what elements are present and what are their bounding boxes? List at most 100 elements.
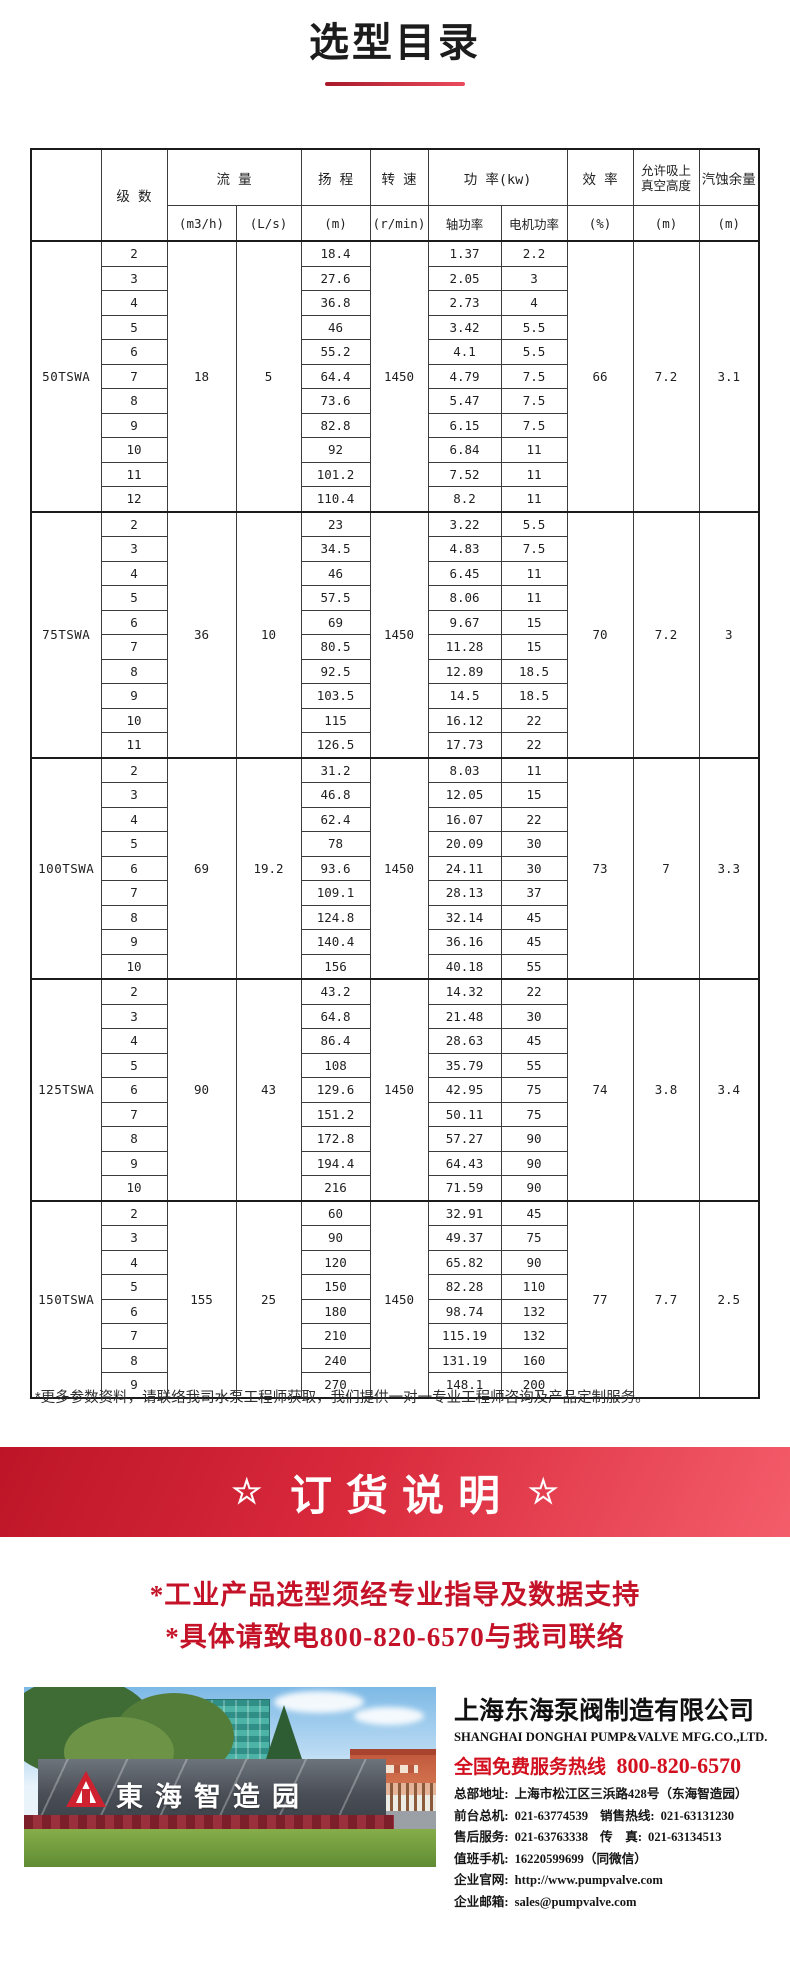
head-cell: 270 [300, 1372, 371, 1398]
order-slogans: *工业产品选型须经专业指导及数据支持 *具体请致电800-820-6570与我司… [0, 1574, 790, 1658]
shaft-power-cell: 16.07 [427, 806, 502, 832]
flower-hedge [24, 1815, 394, 1833]
motor-power-cell: 160 [500, 1347, 568, 1373]
table-row: 5 57.5 8.06 11 [31, 585, 759, 611]
flow-ls-cell: 5 [235, 240, 302, 512]
stages-cell: 4 [100, 290, 168, 316]
lawn [24, 1829, 436, 1867]
speed-cell: 1450 [369, 240, 429, 512]
stages-cell: 9 [100, 929, 168, 955]
contact-label: 总部地址: [454, 1787, 509, 1801]
shaft-power-cell: 35.79 [427, 1052, 502, 1078]
head-cell: 101.2 [300, 461, 371, 487]
head-cell: 103.5 [300, 683, 371, 709]
table-row: 7 109.1 28.13 37 [31, 880, 759, 906]
table-row: 7 80.5 11.28 15 [31, 634, 759, 660]
flow-m3h-cell: 90 [166, 978, 237, 1201]
motor-power-cell: 7.5 [500, 536, 568, 562]
motor-power-cell: 11 [500, 437, 568, 463]
contact-label: 企业邮箱: [454, 1894, 509, 1909]
motor-power-cell: 7.5 [500, 363, 568, 389]
model-cell: 50TSWA [30, 240, 102, 512]
selection-table: 级 数 流 量 扬 程 转 速 功 率(kw) 效 率 允许吸上 真空高度 汽蚀… [30, 148, 761, 1399]
shaft-power-cell: 36.16 [427, 929, 502, 955]
suction-cell: 7.2 [632, 240, 700, 512]
shaft-power-cell: 57.27 [427, 1126, 502, 1152]
stages-cell: 12 [100, 486, 168, 512]
shaft-power-cell: 21.48 [427, 1003, 502, 1029]
efficiency-cell: 70 [566, 510, 634, 758]
motor-power-cell: 4 [500, 290, 568, 316]
hotline-label: 全国免费服务热线 [454, 1757, 607, 1778]
motor-power-cell: 5.5 [500, 510, 568, 537]
suction-header: 允许吸上 真空高度 [632, 148, 700, 206]
motor-power-cell: 18.5 [500, 658, 568, 684]
contact-value: 021-63774539 [514, 1808, 589, 1823]
head-cell: 55.2 [300, 339, 371, 365]
suction-header-line1: 允许吸上 [641, 162, 692, 178]
stages-cell: 7 [100, 1101, 168, 1127]
contact-value: 上海市松江区三浜路428号（东海智造园） [514, 1787, 748, 1801]
stages-cell: 2 [100, 240, 168, 267]
head-cell: 64.8 [300, 1003, 371, 1029]
stages-cell: 11 [100, 461, 168, 487]
table-row: 9 82.8 6.15 7.5 [31, 412, 759, 438]
shaft-power-cell: 64.43 [427, 1150, 502, 1176]
stages-cell: 6 [100, 609, 168, 635]
head-cell: 140.4 [300, 929, 371, 955]
head-cell: 172.8 [300, 1126, 371, 1152]
head-cell: 60 [300, 1199, 371, 1226]
star-icon: ☆ [231, 1473, 262, 1511]
factory-photo: 東海智造园 [24, 1687, 436, 1867]
unit-flow-m3h: (m3/h) [166, 205, 237, 242]
stages-cell: 5 [100, 1052, 168, 1078]
table-row: 10 92 6.84 11 [31, 437, 759, 463]
contact-line: 前台总机: 021-63774539 销售热线: 021-63131230 [454, 1806, 766, 1828]
stages-cell: 10 [100, 1175, 168, 1201]
stages-cell: 3 [100, 536, 168, 562]
suction-header-line2: 真空高度 [641, 177, 692, 193]
shaft-power-cell: 11.28 [427, 634, 502, 660]
donghai-triangle-logo [66, 1771, 106, 1807]
table-row: 3 64.8 21.48 30 [31, 1003, 759, 1029]
shaft-power-cell: 131.19 [427, 1347, 502, 1373]
motor-power-cell: 75 [500, 1225, 568, 1251]
shaft-power-cell: 49.37 [427, 1225, 502, 1251]
stages-cell: 7 [100, 363, 168, 389]
shaft-power-cell: 14.32 [427, 978, 502, 1005]
shaft-power-cell: 17.73 [427, 732, 502, 758]
model-cell: 150TSWA [30, 1199, 102, 1398]
npsh-header: 汽蚀余量 [698, 148, 760, 206]
npsh-cell: 3.3 [698, 756, 760, 980]
motor-power-cell: 90 [500, 1175, 568, 1201]
head-cell: 82.8 [300, 412, 371, 438]
speed-cell: 1450 [369, 756, 429, 980]
head-cell: 31.2 [300, 756, 371, 783]
npsh-cell: 3.4 [698, 978, 760, 1201]
stages-cell: 9 [100, 683, 168, 709]
stages-cell: 8 [100, 1347, 168, 1373]
table-row: 75TSWA 2 36 10 23 1450 3.22 5.5 70 7.2 3 [30, 510, 760, 758]
shaft-power-cell: 82.28 [427, 1274, 502, 1300]
table-row: 10 216 71.59 90 [31, 1175, 759, 1201]
shaft-power-cell: 24.11 [427, 855, 502, 881]
stages-cell: 10 [100, 707, 168, 733]
shaft-power-cell: 115.19 [427, 1323, 502, 1349]
stages-cell: 2 [100, 756, 168, 783]
cloud-shape [354, 1707, 424, 1725]
contact-label: 企业官网: [454, 1873, 509, 1887]
table-row: 50TSWA 2 18 5 18.4 1450 1.37 2.2 66 7.2 3.1 [30, 240, 760, 512]
model-cell: 100TSWA [30, 756, 102, 980]
shaft-power-cell: 3.42 [427, 314, 502, 340]
motor-power-cell: 11 [500, 756, 568, 783]
motor-power-header: 电机功率 [500, 205, 568, 242]
shaft-power-cell: 65.82 [427, 1249, 502, 1275]
motor-power-cell: 90 [500, 1126, 568, 1152]
motor-power-cell: 3 [500, 265, 568, 291]
head-cell: 92.5 [300, 658, 371, 684]
unit-head: (m) [300, 205, 371, 242]
table-row: 3 34.5 4.83 7.5 [31, 536, 759, 562]
shaft-power-cell: 6.84 [427, 437, 502, 463]
unit-flow-ls: (L/s) [235, 205, 302, 242]
unit-speed: (r/min) [369, 205, 429, 242]
